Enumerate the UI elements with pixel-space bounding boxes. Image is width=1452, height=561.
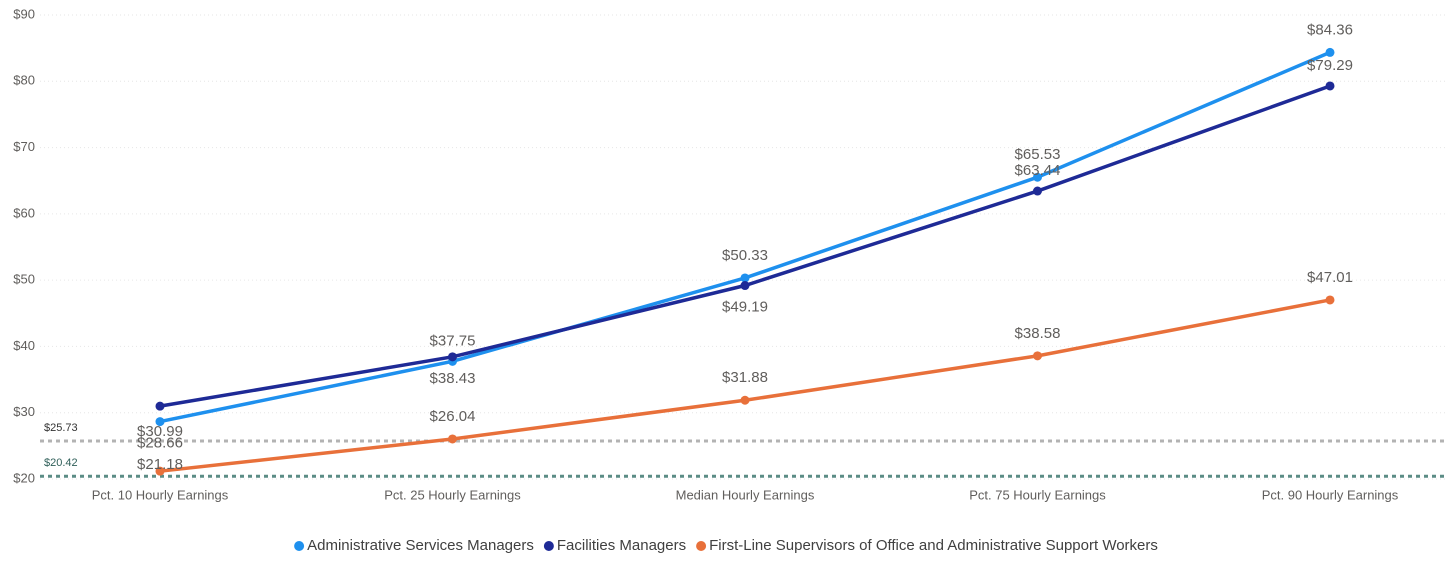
data-point: [1033, 186, 1042, 196]
data-point: [740, 281, 750, 291]
data-label: $31.88: [722, 369, 768, 386]
x-tick-label: Pct. 75 Hourly Earnings: [969, 487, 1106, 502]
y-tick-label: $20: [13, 470, 35, 485]
y-tick-label: $70: [13, 139, 35, 154]
data-label: $26.04: [430, 408, 476, 425]
legend: Administrative Services Managers Faciliti…: [294, 537, 1158, 554]
x-tick-label: Pct. 10 Hourly Earnings: [92, 487, 229, 502]
legend-label: Administrative Services Managers: [307, 537, 534, 554]
reference-label: $25.73: [44, 422, 78, 434]
legend-marker: [294, 541, 305, 551]
data-point: [155, 417, 165, 427]
legend-marker: [543, 541, 554, 551]
data-label: $21.18: [137, 456, 183, 473]
x-tick-label: Pct. 25 Hourly Earnings: [384, 487, 521, 502]
y-tick-label: $30: [13, 404, 35, 419]
y-tick-label: $60: [13, 205, 35, 220]
data-label: $63.44: [1015, 162, 1061, 179]
legend-label: Facilities Managers: [557, 537, 686, 554]
data-point: [1033, 351, 1042, 361]
data-point: [1325, 295, 1335, 305]
x-tick-label: Median Hourly Earnings: [676, 487, 815, 502]
data-label: $49.19: [722, 298, 768, 315]
data-point: [155, 401, 165, 411]
data-point: [1325, 47, 1335, 57]
data-point: [448, 352, 457, 362]
data-label: $28.66: [137, 435, 183, 452]
data-label: $38.43: [430, 370, 476, 387]
y-tick-label: $50: [13, 272, 35, 287]
data-point: [740, 395, 750, 405]
legend-label: First-Line Supervisors of Office and Adm…: [709, 537, 1158, 554]
data-label: $65.53: [1015, 146, 1061, 163]
data-label: $38.58: [1015, 325, 1061, 342]
data-label: $50.33: [722, 247, 768, 264]
y-tick-label: $80: [13, 73, 35, 88]
legend-marker: [696, 541, 707, 551]
reference-label: $20.42: [44, 457, 78, 469]
data-point: [448, 434, 457, 444]
data-point: [740, 273, 750, 283]
data-label: $30.99: [137, 423, 183, 440]
series-line: [159, 50, 1331, 424]
data-label: $47.01: [1307, 269, 1353, 286]
data-point: [1033, 172, 1042, 182]
data-point: [1325, 81, 1335, 91]
data-point: [155, 466, 165, 476]
data-label: $84.36: [1307, 21, 1353, 38]
data-label: $79.29: [1307, 57, 1353, 74]
y-tick-label: $90: [13, 6, 35, 21]
data-label: $37.75: [430, 332, 476, 349]
y-tick-label: $40: [13, 338, 35, 353]
x-tick-label: Pct. 90 Hourly Earnings: [1262, 487, 1399, 502]
